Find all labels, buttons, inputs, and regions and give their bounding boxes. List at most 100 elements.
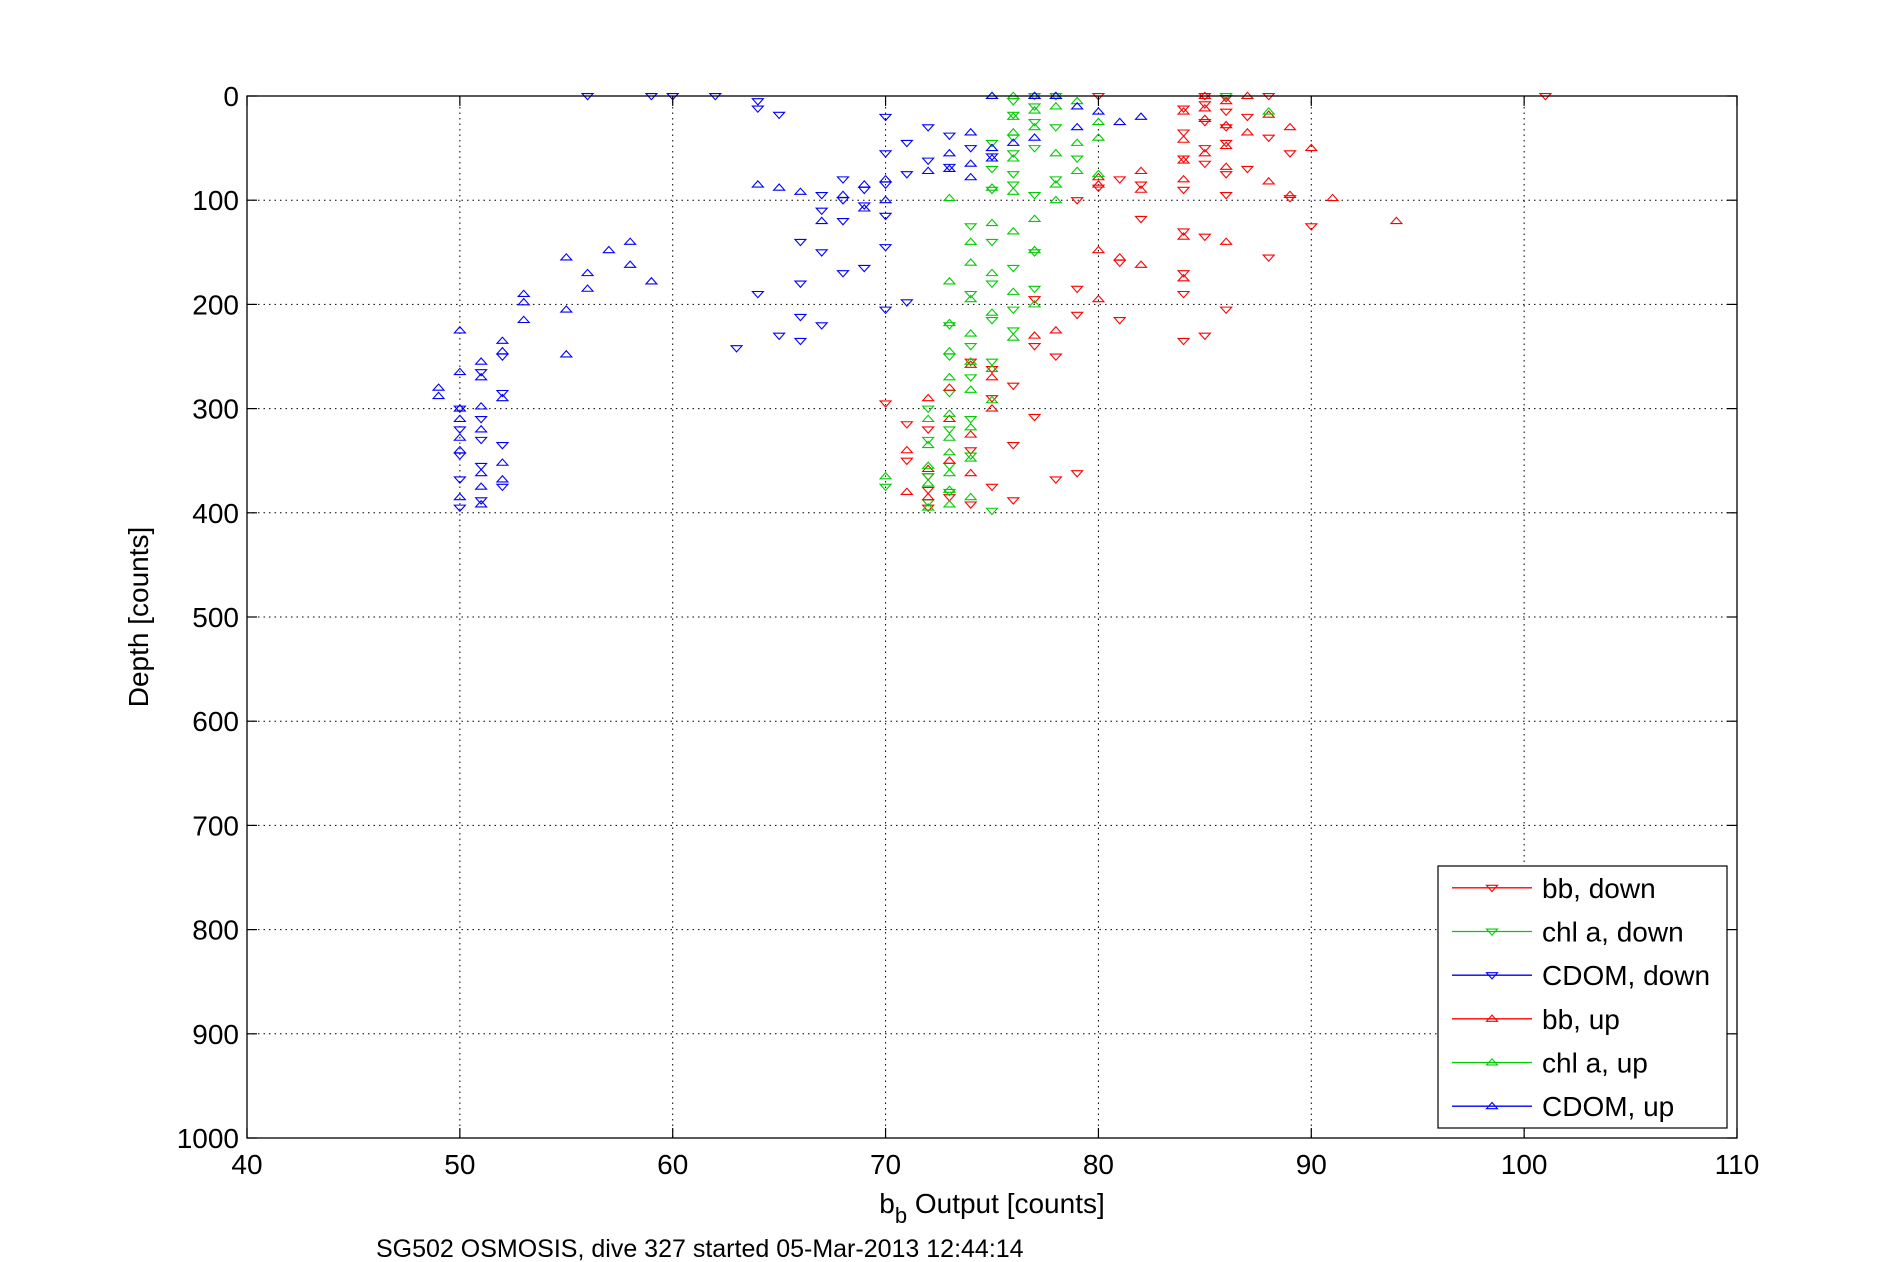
data-point [1283, 190, 1297, 199]
data-point [1070, 470, 1084, 478]
data-point [878, 150, 893, 158]
data-point [985, 268, 999, 277]
legend-marker [1485, 972, 1499, 980]
x-tick-label: 110 [1715, 1149, 1760, 1180]
data-point [921, 503, 935, 511]
data-point [921, 157, 935, 166]
data-point [963, 415, 978, 424]
legend-label: bb, up [1542, 1004, 1620, 1035]
data-point [1070, 96, 1084, 105]
data-point [963, 374, 978, 382]
data-point [963, 159, 978, 167]
data-point [1198, 101, 1212, 109]
data-point [1006, 150, 1021, 158]
data-point [1112, 317, 1127, 325]
data-point [963, 454, 978, 462]
data-point [878, 306, 893, 315]
data-point [963, 223, 978, 231]
data-point [1112, 252, 1127, 261]
data-point [1049, 180, 1063, 188]
data-point [1027, 299, 1042, 308]
data-point [1219, 120, 1233, 129]
data-point [963, 422, 978, 431]
data-point [1070, 166, 1084, 175]
data-point [1304, 143, 1319, 152]
data-point [963, 145, 978, 153]
data-point [1176, 270, 1191, 278]
data-point [793, 280, 808, 289]
data-point [1176, 105, 1191, 114]
data-point [963, 385, 978, 393]
data-point [1240, 127, 1255, 136]
data-point [453, 504, 467, 513]
y-tick-label: 300 [192, 394, 239, 425]
data-point [793, 337, 808, 346]
data-point [453, 404, 467, 412]
data-point [1091, 133, 1106, 141]
data-point [1091, 184, 1106, 193]
data-point [1006, 327, 1021, 335]
data-point [431, 391, 446, 400]
data-point [453, 492, 467, 501]
data-point [1027, 245, 1042, 254]
data-point [1176, 337, 1191, 346]
legend-marker [1485, 1014, 1499, 1022]
data-point [878, 400, 893, 408]
data-point [900, 457, 914, 466]
x-axis-label-rest: Output [counts] [907, 1188, 1105, 1219]
legend-label: bb, down [1542, 873, 1656, 904]
data-point [1219, 141, 1233, 150]
data-point [878, 113, 893, 122]
data-point [1134, 215, 1148, 224]
data-point [751, 98, 765, 106]
data-point [1070, 122, 1084, 131]
data-point [495, 393, 510, 402]
data-point [516, 297, 531, 306]
data-point [963, 357, 978, 365]
data-point [1049, 325, 1063, 334]
data-point [1219, 96, 1233, 105]
data-point [1027, 331, 1042, 339]
data-point [985, 365, 999, 374]
data-point [602, 245, 616, 254]
data-point [1198, 148, 1212, 157]
data-point [1176, 107, 1191, 115]
data-point [1006, 306, 1021, 315]
grid-lines [247, 96, 1737, 1138]
data-point [942, 318, 957, 327]
data-point [453, 405, 467, 414]
data-point [985, 372, 999, 381]
data-point [963, 172, 978, 181]
data-point [1198, 119, 1212, 127]
data-point [644, 276, 659, 285]
legend-label: chl a, up [1542, 1048, 1648, 1079]
data-point [963, 294, 978, 303]
data-point [580, 284, 595, 292]
data-point [857, 202, 872, 210]
data-point [857, 180, 872, 188]
data-point [985, 404, 999, 412]
data-point [1049, 148, 1063, 157]
data-point [1049, 124, 1063, 132]
data-point [921, 461, 935, 469]
data-point [900, 299, 914, 307]
data-point [729, 345, 744, 353]
data-point [963, 127, 978, 136]
data-point [836, 176, 850, 184]
data-point [559, 305, 574, 313]
data-point [1006, 138, 1021, 146]
data-point [474, 415, 488, 424]
data-point [1006, 181, 1021, 190]
data-point [453, 426, 467, 434]
data-point [942, 132, 957, 141]
data-point [836, 270, 850, 278]
data-point [1134, 112, 1148, 120]
data-point [921, 414, 935, 423]
data-point [453, 445, 467, 454]
data-point [1198, 145, 1212, 153]
data-point [963, 492, 978, 501]
data-point [814, 191, 829, 200]
data-point [772, 183, 786, 191]
data-point [1219, 306, 1233, 315]
